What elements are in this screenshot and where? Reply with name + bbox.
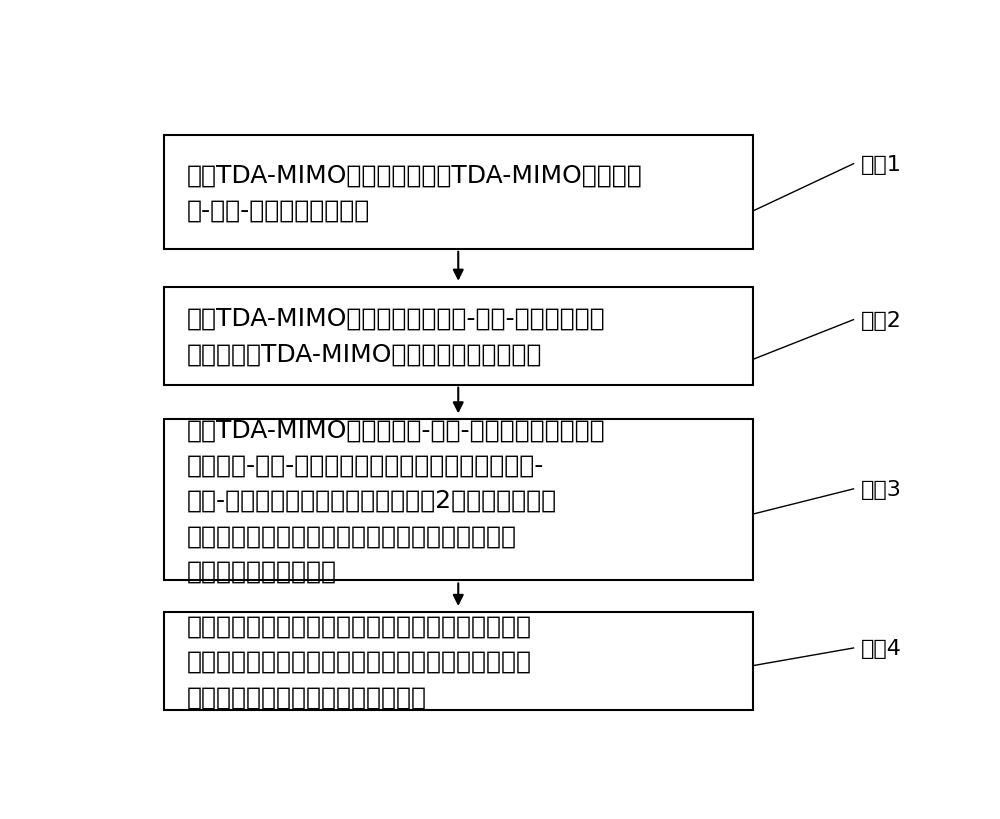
Bar <box>164 136 753 250</box>
Text: 采用稳健的直接数据域处理方法对三维时变补偿后的
回波数据进行处理，在目标参数的不确定集合约束条
件下，实现欺骗干扰的自适应抑制。: 采用稳健的直接数据域处理方法对三维时变补偿后的 回波数据进行处理，在目标参数的不… <box>187 613 532 708</box>
Bar <box>164 420 753 581</box>
Text: 步骤3: 步骤3 <box>861 479 902 500</box>
Text: 步骤2: 步骤2 <box>861 310 902 330</box>
Text: 步骤4: 步骤4 <box>861 638 902 658</box>
Text: 基于TDA-MIMO雷达的发射-接收-多普勒域导向矢量，
构造发射-接收-多普勒三维时变补偿矢量；采用发射-
接收-多普勒三维时变补偿矢量对步骤2的回波数据模型: 基于TDA-MIMO雷达的发射-接收-多普勒域导向矢量， 构造发射-接收-多普勒… <box>187 418 606 583</box>
Text: 根据TDA-MIMO雷达模型及其发射-接收-多普勒域导向
矢量，得到TDA-MIMO雷达的回波数据模型；: 根据TDA-MIMO雷达模型及其发射-接收-多普勒域导向 矢量，得到TDA-MI… <box>187 306 606 366</box>
Bar <box>164 613 753 710</box>
Bar <box>164 287 753 385</box>
Text: 建立TDA-MIMO雷达模型，获取TDA-MIMO雷达的发
射-接收-多普勒域导向矢量: 建立TDA-MIMO雷达模型，获取TDA-MIMO雷达的发 射-接收-多普勒域导… <box>187 163 643 223</box>
Text: 步骤1: 步骤1 <box>861 155 902 174</box>
